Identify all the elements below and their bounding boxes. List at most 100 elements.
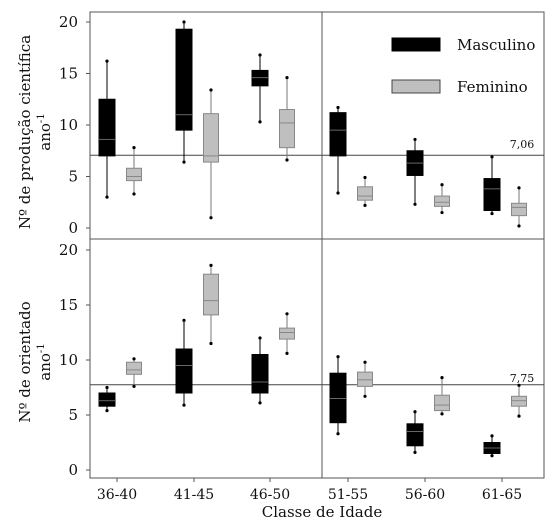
legend-swatch-masculino — [391, 37, 441, 52]
box-body — [175, 28, 193, 131]
whisker-end — [440, 183, 444, 187]
whisker-end — [336, 105, 340, 110]
box-body — [175, 348, 193, 394]
box-body — [98, 392, 116, 407]
whisker-end — [413, 450, 417, 454]
box-body — [203, 273, 219, 316]
box-masculino-61-65 — [483, 155, 501, 216]
y-axis-unit-top: ano-1 — [36, 113, 54, 150]
box-feminino-46-50 — [279, 312, 295, 355]
box-feminino-36-40 — [126, 146, 142, 196]
whisker-end — [182, 403, 186, 407]
panels: 0 5 10 15 20 0 5 10 15 20 36-40 41-45 46-50 51-55 56-6… — [59, 11, 545, 503]
whisker-end — [258, 401, 262, 405]
box-body — [329, 372, 347, 424]
box-feminino-51-55 — [357, 175, 373, 207]
box-feminino-36-40 — [126, 357, 142, 388]
x-tick-label: 41-45 — [174, 487, 214, 503]
panel-2: 0 5 10 15 20 36-40 41-45 46-50 51-55 56-60 61-65 — [59, 238, 545, 503]
legend-swatch-feminino — [391, 79, 441, 94]
panel-1: 0 5 10 15 20 — [59, 11, 545, 240]
whisker-end — [105, 59, 109, 63]
box-body — [126, 361, 142, 375]
box-body — [279, 109, 295, 149]
reference-label-top: 7,06 — [510, 138, 535, 151]
whisker-end — [336, 355, 340, 359]
y-tick-label: 15 — [59, 296, 78, 314]
whisker-end — [209, 341, 213, 346]
y-axis-title-bottom: Nº de orientado — [16, 301, 34, 422]
box-feminino-41-45 — [203, 88, 219, 220]
box-body — [511, 395, 527, 407]
whisker-end — [440, 210, 444, 215]
box-masculino-46-50 — [251, 53, 269, 124]
box-body — [329, 112, 347, 157]
box-masculino-51-55 — [329, 105, 347, 195]
whisker-end — [258, 336, 262, 340]
box-masculino-41-45 — [175, 318, 193, 407]
legend: Masculino Feminino — [391, 36, 535, 96]
box-body — [511, 202, 527, 217]
panel-frame-2 — [89, 238, 545, 479]
y-tick-label: 10 — [59, 351, 78, 369]
whisker-end — [490, 211, 494, 216]
box-feminino-41-45 — [203, 263, 219, 346]
box-feminino-56-60 — [434, 376, 450, 416]
box-body — [434, 394, 450, 412]
box-body — [126, 167, 142, 182]
box-masculino-56-60 — [406, 137, 424, 206]
whisker-end — [182, 318, 186, 322]
y-tick-label: 20 — [59, 13, 78, 31]
whisker-end — [363, 394, 367, 398]
box-masculino-36-40 — [98, 59, 116, 199]
box-body — [483, 178, 501, 211]
box-feminino-46-50 — [279, 76, 295, 162]
x-tick-label: 46-50 — [250, 487, 290, 503]
box-body — [357, 186, 373, 201]
y-tick-label: 5 — [68, 168, 78, 186]
whisker-end — [336, 432, 340, 436]
box-body — [251, 354, 269, 394]
legend-label-feminino: Feminino — [457, 78, 528, 96]
whisker-end — [363, 203, 367, 207]
y-tick-label: 0 — [68, 461, 78, 479]
whisker-end — [182, 160, 186, 164]
box-feminino-56-60 — [434, 183, 450, 215]
box-feminino-61-65 — [511, 383, 527, 418]
whisker-end — [285, 312, 289, 316]
whisker-end — [490, 155, 494, 159]
x-tick-label: 51-55 — [328, 487, 368, 503]
box-masculino-41-45 — [175, 20, 193, 164]
whisker-end — [105, 385, 109, 390]
x-axis-title: Classe de Idade — [262, 503, 383, 521]
whisker-end — [413, 410, 417, 414]
box-masculino-51-55 — [329, 355, 347, 436]
whisker-end — [363, 360, 367, 364]
whisker-end — [182, 20, 186, 24]
whisker-end — [517, 414, 521, 418]
box-body — [434, 195, 450, 207]
whisker-end — [285, 76, 289, 80]
whisker-end — [490, 454, 494, 458]
whisker-end — [363, 175, 367, 180]
whisker-end — [413, 202, 417, 206]
y-tick-label: 10 — [59, 116, 78, 134]
x-tick-label: 36-40 — [97, 487, 137, 503]
whisker-end — [132, 384, 136, 388]
x-tick-label: 56-60 — [405, 487, 445, 503]
whisker-end — [209, 88, 213, 92]
whisker-end — [440, 376, 444, 380]
box-body — [251, 69, 269, 87]
y-axis-title-top: Nº de produção científica — [16, 35, 34, 229]
whisker-end — [517, 186, 521, 190]
box-masculino-56-60 — [406, 410, 424, 454]
box-masculino-46-50 — [251, 336, 269, 405]
y-tick-label: 20 — [59, 241, 78, 259]
whisker-end — [413, 137, 417, 142]
whisker-end — [105, 409, 109, 413]
box-body — [406, 423, 424, 447]
box-feminino-51-55 — [357, 360, 373, 398]
whisker-end — [517, 224, 521, 228]
whisker-end — [285, 351, 289, 355]
